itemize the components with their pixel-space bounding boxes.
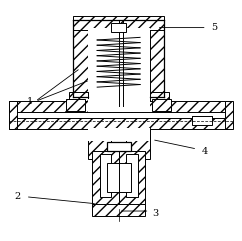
Bar: [73, 20, 88, 97]
Bar: [225, 101, 233, 129]
Bar: [107, 142, 130, 152]
Bar: [88, 128, 150, 141]
Text: 2: 2: [15, 192, 21, 201]
Bar: [66, 99, 85, 111]
Text: 4: 4: [202, 147, 208, 156]
Bar: [150, 92, 169, 106]
Bar: [99, 154, 112, 197]
Bar: [9, 118, 228, 129]
Bar: [112, 23, 126, 32]
Text: 5: 5: [212, 23, 218, 32]
Bar: [152, 99, 171, 111]
Text: 3: 3: [152, 209, 158, 218]
Bar: [68, 92, 88, 106]
Bar: [126, 154, 138, 197]
Bar: [150, 20, 164, 97]
Bar: [9, 101, 228, 112]
Bar: [9, 101, 17, 129]
Bar: [192, 116, 212, 125]
Bar: [126, 128, 150, 159]
Bar: [92, 204, 145, 216]
Bar: [92, 152, 119, 209]
Bar: [88, 128, 112, 159]
Bar: [119, 152, 145, 209]
Bar: [107, 163, 130, 192]
Bar: [73, 16, 164, 30]
Bar: [88, 99, 150, 112]
Bar: [88, 27, 150, 92]
Text: 1: 1: [27, 97, 33, 106]
Bar: [192, 116, 212, 120]
